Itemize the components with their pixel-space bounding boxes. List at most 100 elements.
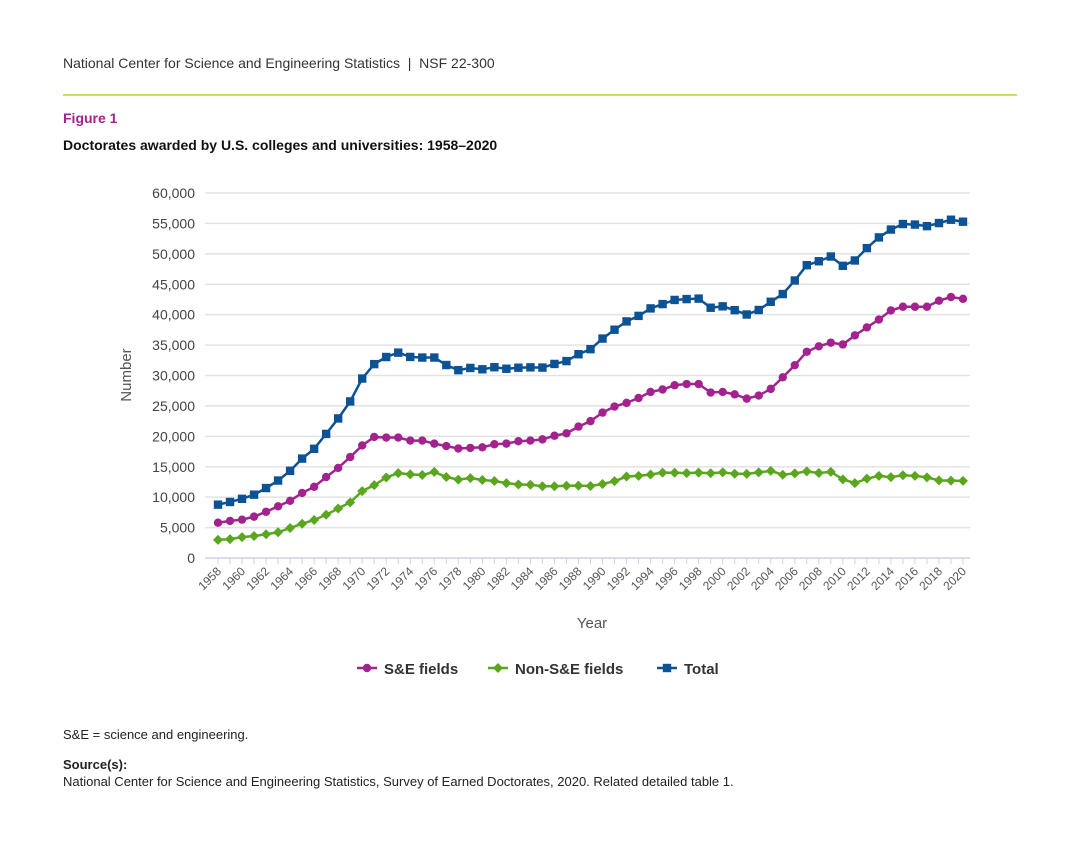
data-point (478, 365, 487, 374)
data-point (213, 518, 223, 527)
data-point (934, 218, 944, 228)
data-point (345, 452, 355, 462)
line-chart: 0 5,000 10,000 15,000 20,000 25,000 30,000 35,0… (118, 185, 970, 678)
data-point (873, 470, 884, 481)
data-point (333, 463, 343, 473)
x-tick-label: 2010 (820, 564, 849, 593)
legend-marker (362, 663, 372, 673)
data-point (309, 482, 319, 492)
data-point (646, 304, 655, 313)
data-point (369, 480, 380, 491)
data-point (777, 469, 788, 480)
data-point (333, 503, 344, 514)
data-point (741, 468, 752, 479)
data-point (394, 348, 403, 357)
data-point (453, 474, 464, 485)
data-point (909, 470, 920, 481)
data-point (490, 363, 499, 372)
x-tick-label: 2000 (700, 564, 729, 593)
x-tick-label: 1998 (676, 564, 705, 593)
x-tick-label: 1982 (484, 564, 513, 593)
data-point (261, 507, 271, 516)
x-tick-label: 1966 (291, 564, 320, 593)
data-point (706, 303, 715, 312)
data-point (550, 431, 559, 440)
data-point (706, 388, 715, 397)
data-point (814, 342, 824, 351)
data-point (261, 483, 271, 493)
data-point (730, 390, 739, 399)
data-point (753, 467, 764, 478)
x-tick-label: 2014 (868, 564, 897, 593)
data-point (442, 360, 451, 370)
data-point (225, 516, 235, 526)
y-tick-label: 45,000 (152, 276, 195, 292)
data-point (610, 325, 619, 334)
data-point (958, 217, 968, 226)
data-point (213, 534, 223, 545)
data-point (273, 502, 283, 511)
data-point (837, 474, 848, 485)
data-point (670, 381, 679, 390)
data-point (958, 294, 968, 304)
data-point (285, 523, 296, 534)
y-tick-label: 10,000 (152, 489, 195, 505)
x-tick-label: 2020 (940, 564, 969, 593)
data-point (237, 494, 247, 504)
y-tick-label: 55,000 (152, 215, 195, 231)
data-point (418, 436, 427, 445)
data-point (958, 475, 968, 486)
data-point (621, 471, 632, 482)
data-point (477, 475, 488, 486)
y-tick-label: 35,000 (152, 337, 195, 353)
y-axis-title: Number (118, 348, 135, 401)
data-point (466, 363, 475, 373)
data-point (382, 433, 391, 442)
data-point (598, 334, 607, 343)
data-point (946, 292, 956, 302)
x-tick-label: 1986 (532, 564, 561, 593)
data-point (430, 353, 439, 362)
data-point (526, 436, 535, 445)
legend-label: S&E fields (384, 661, 458, 678)
data-point (910, 220, 920, 229)
data-point (742, 394, 751, 403)
x-tick-label: 1992 (604, 564, 633, 593)
data-point (766, 297, 775, 306)
y-tick-label: 30,000 (152, 368, 195, 384)
data-point (297, 488, 307, 498)
data-point (729, 468, 740, 479)
data-point (249, 531, 260, 542)
data-point (537, 481, 548, 492)
data-point (946, 215, 956, 224)
data-point (490, 440, 499, 449)
data-point (826, 252, 836, 261)
data-point (718, 302, 727, 311)
data-point (417, 469, 428, 480)
data-point (345, 497, 356, 508)
data-point (454, 444, 463, 453)
data-point (321, 472, 331, 482)
data-point (922, 221, 932, 231)
data-point (586, 416, 595, 426)
data-point (502, 364, 511, 373)
data-point (862, 323, 872, 332)
data-point (273, 527, 284, 538)
data-point (610, 402, 619, 411)
x-tick-label: 1990 (580, 564, 609, 593)
data-point (850, 256, 860, 265)
data-point (790, 360, 799, 370)
y-tick-label: 0 (187, 550, 195, 566)
data-point (406, 352, 415, 362)
x-tick-label: 1962 (243, 564, 272, 593)
data-point (813, 467, 824, 478)
data-point (898, 219, 908, 229)
data-point (766, 384, 775, 394)
data-point (562, 429, 571, 438)
data-point (646, 387, 655, 397)
data-point (465, 473, 476, 484)
data-point (874, 315, 884, 324)
data-point (357, 486, 368, 497)
data-point (561, 480, 572, 491)
legend-marker (662, 663, 672, 673)
